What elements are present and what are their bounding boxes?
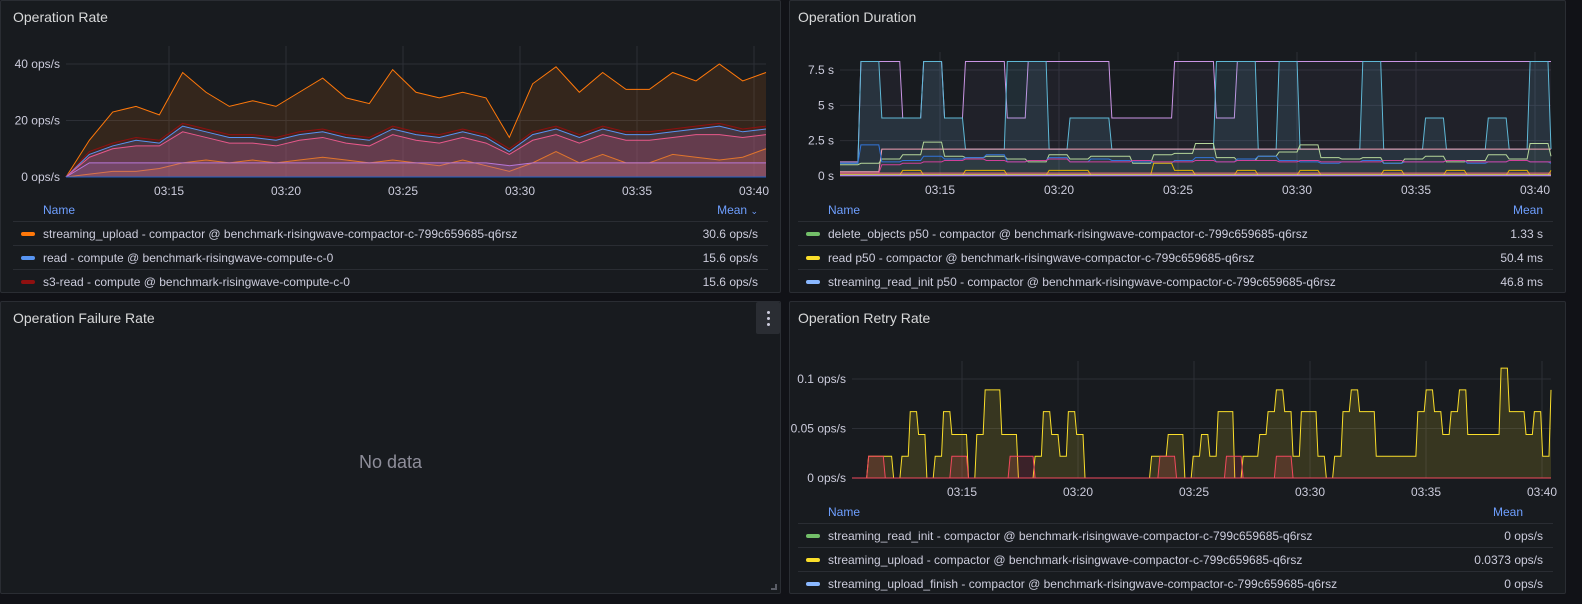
panel-operation-failure-rate: Operation Failure Rate No data (0, 301, 781, 594)
svg-text:0.1 ops/s: 0.1 ops/s (797, 372, 846, 386)
chevron-down-icon: ⌄ (750, 205, 758, 216)
svg-text:03:40: 03:40 (739, 184, 769, 198)
svg-text:03:40: 03:40 (1527, 485, 1557, 499)
chart-operation-retry-rate[interactable]: 0 ops/s 0.05 ops/s 0.1 ops/s 03:15 03:20 03:2… (790, 302, 1566, 502)
legend-item[interactable]: delete_objects p50 - compactor @ benchma… (798, 222, 1553, 246)
svg-text:03:25: 03:25 (1179, 485, 1209, 499)
legend-mean-value: 15.6 ops/s (702, 250, 758, 265)
svg-text:03:15: 03:15 (925, 183, 955, 197)
svg-text:03:35: 03:35 (1411, 485, 1441, 499)
panel-title[interactable]: Operation Failure Rate (13, 310, 155, 326)
legend-item[interactable]: streaming_upload - compactor @ benchmark… (798, 548, 1553, 572)
legend-mean-value: 46.8 ms (1500, 274, 1543, 289)
series-color-swatch (21, 279, 35, 284)
legend-label: streaming_upload_finish - compactor @ be… (828, 576, 1338, 591)
series-color-swatch (806, 279, 820, 284)
legend-mean-value: 0.0373 ops/s (1474, 552, 1543, 567)
svg-text:03:20: 03:20 (271, 184, 301, 198)
svg-text:2.5 s: 2.5 s (808, 134, 834, 148)
svg-text:03:15: 03:15 (154, 184, 184, 198)
legend-label: streaming_upload - compactor @ benchmark… (828, 552, 1303, 567)
series-color-swatch (806, 533, 820, 538)
series-color-swatch (806, 255, 820, 260)
no-data-message: No data (358, 452, 423, 472)
panel-operation-retry-rate: Operation Retry Rate 0 ops/s 0.05 ops/s 0.… (789, 301, 1566, 594)
svg-text:03:30: 03:30 (1295, 485, 1325, 499)
panel-operation-rate: Operation Rate 0 ops/s 20 ops/s 40 ops/s 03… (0, 0, 781, 293)
legend-header-mean[interactable]: Mean (1512, 202, 1543, 217)
panel-operation-duration: Operation Duration 0 s 2.5 s 5 s 7.5 s 03:15… (789, 0, 1566, 293)
chart-operation-duration[interactable]: 0 s 2.5 s 5 s 7.5 s 03:15 03:20 03:25 03:30 03:3… (790, 1, 1566, 201)
legend-label: streaming_read_init p50 - compactor @ be… (828, 274, 1336, 289)
resize-handle[interactable] (771, 584, 777, 590)
legend-header-mean[interactable]: Mean (1492, 504, 1523, 519)
legend-label: read - compute @ benchmark-risingwave-co… (43, 250, 334, 265)
svg-text:20 ops/s: 20 ops/s (15, 114, 60, 128)
legend-mean-value: 0 ops/s (1504, 528, 1543, 543)
svg-text:0 s: 0 s (818, 169, 834, 183)
svg-text:03:15: 03:15 (947, 485, 977, 499)
svg-text:7.5 s: 7.5 s (808, 63, 834, 77)
svg-text:03:25: 03:25 (1163, 183, 1193, 197)
legend-item[interactable]: s3-read - compute @ benchmark-risingwave… (13, 270, 768, 292)
chart-operation-rate[interactable]: 0 ops/s 20 ops/s 40 ops/s 03:15 03:20 03:25 03… (1, 1, 781, 201)
legend-item[interactable]: streaming_read_init - compactor @ benchm… (798, 524, 1553, 548)
legend-header-name[interactable]: Name (828, 202, 861, 217)
legend-label: streaming_upload - compactor @ benchmark… (43, 226, 518, 241)
legend-mean-value: 30.6 ops/s (702, 226, 758, 241)
legend-label: streaming_read_init - compactor @ benchm… (828, 528, 1313, 543)
svg-text:03:30: 03:30 (1282, 183, 1312, 197)
legend: Name Mean streaming_read_init - compacto… (798, 500, 1553, 593)
svg-text:5 s: 5 s (818, 98, 834, 112)
svg-text:03:35: 03:35 (622, 184, 652, 198)
series-color-swatch (806, 581, 820, 586)
legend-item[interactable]: read - compute @ benchmark-risingwave-co… (13, 246, 768, 270)
series-color-swatch (806, 231, 820, 236)
legend-item[interactable]: read p50 - compactor @ benchmark-risingw… (798, 246, 1553, 270)
legend-label: s3-read - compute @ benchmark-risingwave… (43, 274, 350, 289)
svg-text:03:35: 03:35 (1401, 183, 1431, 197)
series-color-swatch (806, 557, 820, 562)
svg-text:40 ops/s: 40 ops/s (15, 57, 60, 71)
panel-title[interactable]: Operation Retry Rate (798, 310, 931, 326)
svg-text:03:20: 03:20 (1044, 183, 1074, 197)
kebab-menu-icon[interactable] (756, 302, 780, 334)
legend-mean-value: 50.4 ms (1500, 250, 1543, 265)
legend-label: delete_objects p50 - compactor @ benchma… (828, 226, 1308, 241)
legend-item[interactable]: streaming_read_init p50 - compactor @ be… (798, 270, 1553, 292)
legend-mean-value: 15.6 ops/s (702, 274, 758, 289)
svg-text:0 ops/s: 0 ops/s (21, 170, 60, 184)
panel-title[interactable]: Operation Duration (798, 9, 917, 25)
svg-text:03:40: 03:40 (1520, 183, 1550, 197)
legend: Name Mean delete_objects p50 - compactor… (798, 198, 1553, 292)
legend-mean-value: 0 ops/s (1504, 576, 1543, 591)
svg-text:0.05 ops/s: 0.05 ops/s (791, 422, 846, 436)
panel-title[interactable]: Operation Rate (13, 9, 108, 25)
legend-header-mean[interactable]: Mean ⌄ (717, 202, 758, 217)
legend-item[interactable]: streaming_upload_finish - compactor @ be… (798, 572, 1553, 593)
legend-label: read p50 - compactor @ benchmark-risingw… (828, 250, 1255, 265)
svg-text:0 ops/s: 0 ops/s (807, 471, 846, 485)
svg-text:03:20: 03:20 (1063, 485, 1093, 499)
series-color-swatch (21, 255, 35, 260)
legend: Name Mean ⌄ streaming_upload - compactor… (13, 198, 768, 292)
svg-text:03:25: 03:25 (388, 184, 418, 198)
legend-header-name[interactable]: Name (43, 202, 76, 217)
svg-text:03:30: 03:30 (505, 184, 535, 198)
legend-mean-value: 1.33 s (1510, 226, 1543, 241)
legend-header-name[interactable]: Name (828, 504, 861, 519)
legend-item[interactable]: streaming_upload - compactor @ benchmark… (13, 222, 768, 246)
series-color-swatch (21, 231, 35, 236)
